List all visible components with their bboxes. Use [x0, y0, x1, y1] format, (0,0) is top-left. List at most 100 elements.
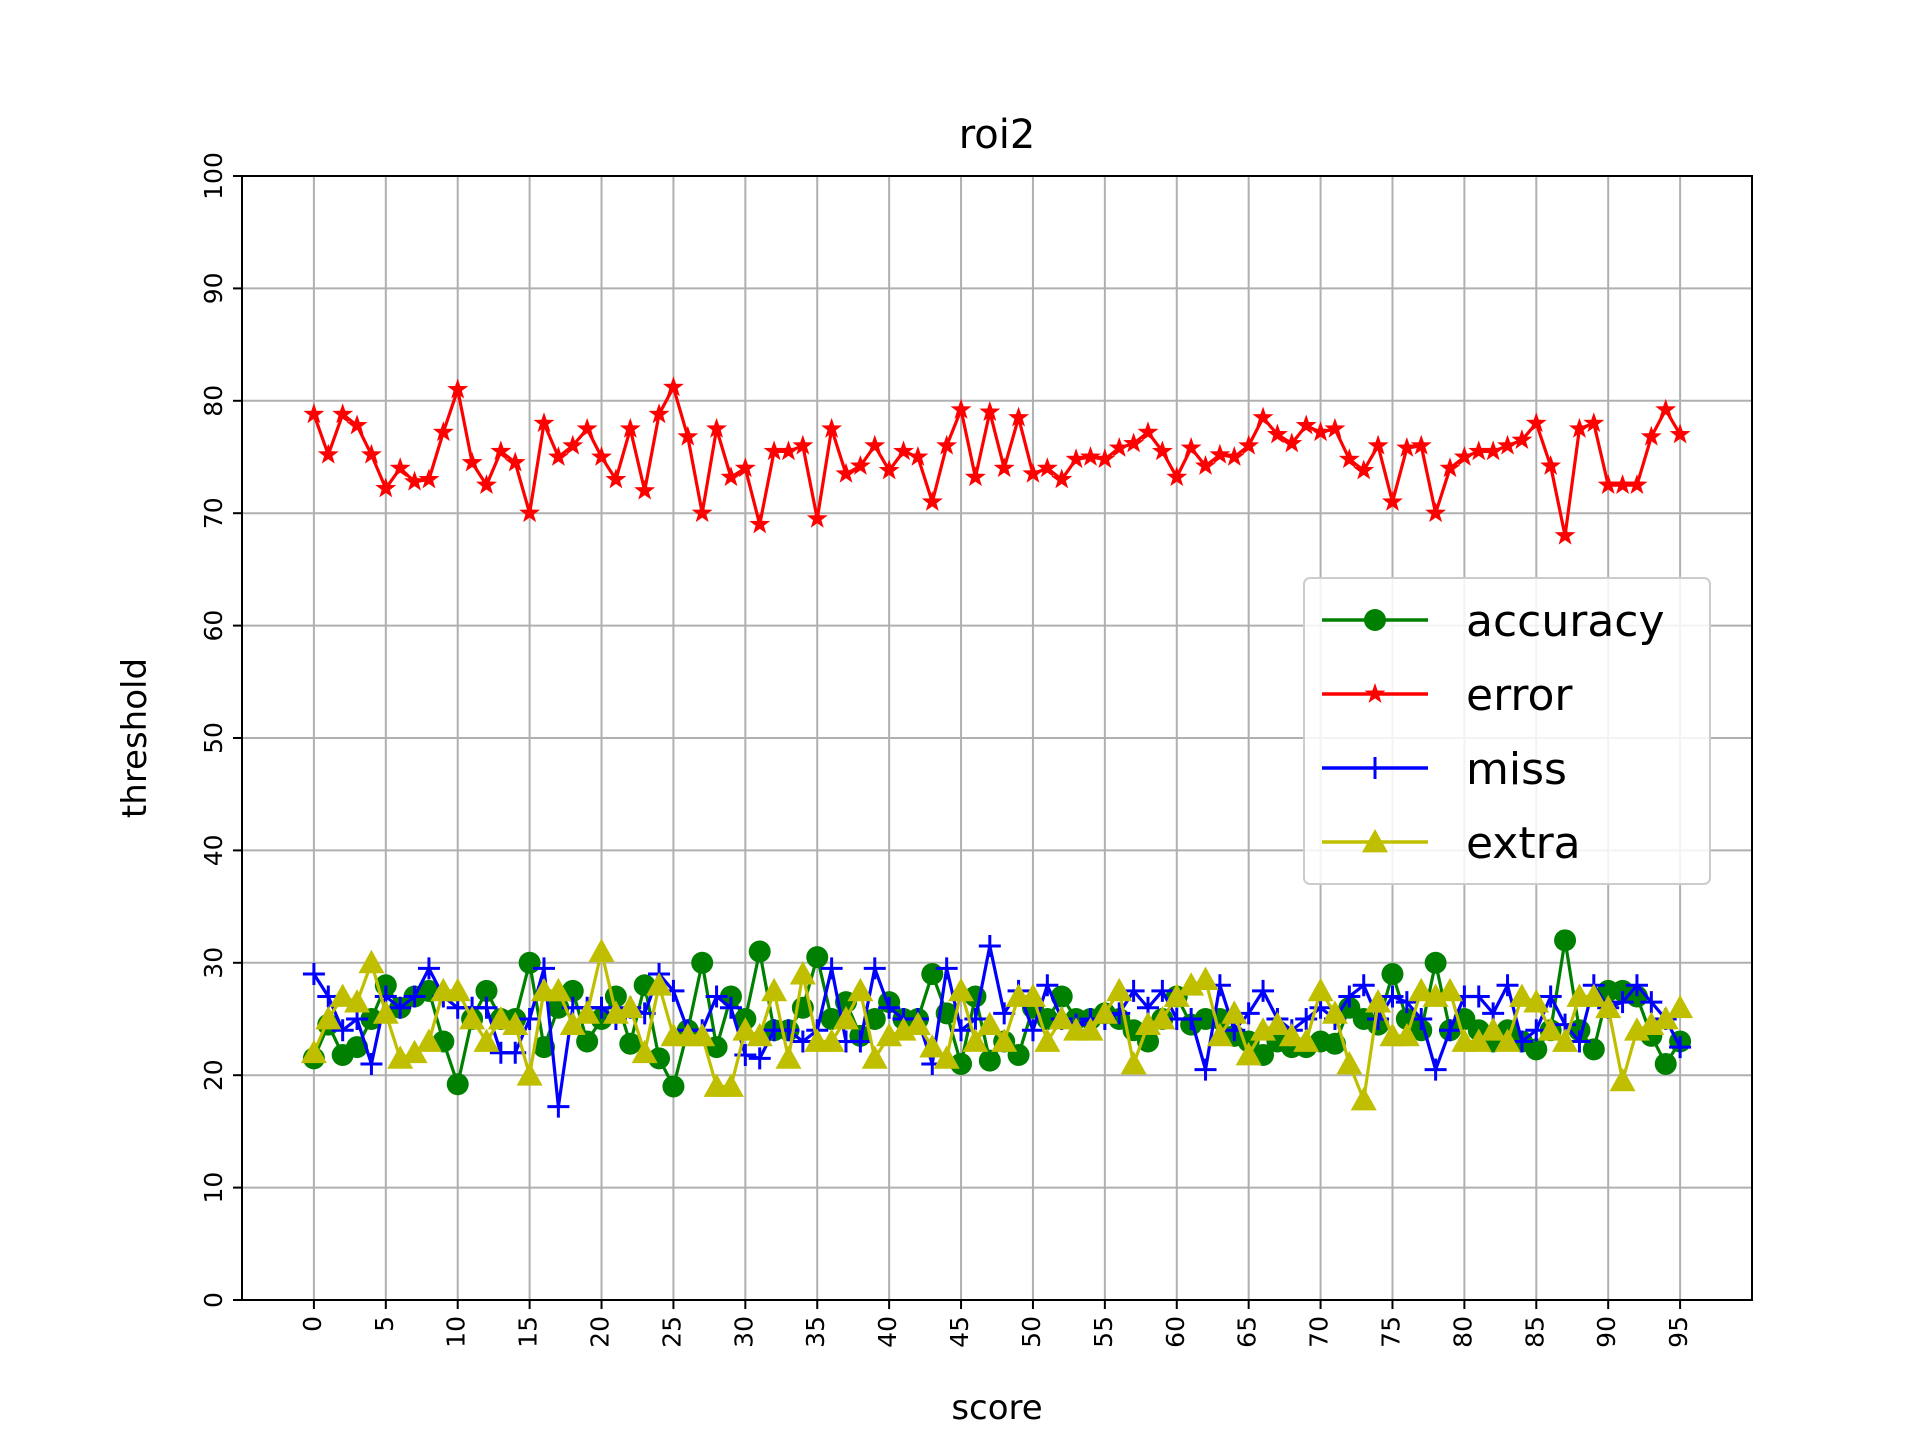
error-point: [1497, 434, 1518, 455]
error-point: [1338, 448, 1360, 469]
error-point: [821, 417, 843, 438]
extra-point: [545, 977, 572, 1002]
extra-point: [1048, 1006, 1075, 1030]
accuracy-point: [576, 1030, 599, 1053]
x-tick-label: 95: [1664, 1316, 1693, 1348]
error-point: [346, 414, 368, 435]
miss-point: [1539, 985, 1562, 1008]
extra-point: [646, 972, 673, 996]
error-point: [950, 398, 972, 419]
error-point: [1094, 448, 1116, 469]
extra-point: [976, 1011, 1003, 1036]
error-point: [533, 412, 555, 433]
x-tick-label: 10: [442, 1316, 471, 1348]
accuracy-point: [475, 979, 498, 1002]
error-point: [1482, 440, 1504, 461]
miss-point: [417, 957, 440, 980]
extra-point: [1365, 989, 1392, 1013]
error-point: [1511, 429, 1533, 450]
miss-point: [1424, 1058, 1447, 1081]
accuracy-point: [1654, 1052, 1677, 1075]
error-point: [662, 376, 684, 397]
extra-point: [1580, 983, 1607, 1007]
extra-point: [761, 977, 788, 1002]
miss-point: [1640, 991, 1663, 1014]
accuracy-point: [950, 1052, 973, 1075]
miss-point: [475, 996, 498, 1019]
error-point: [1525, 412, 1547, 433]
legend-swatch-marker: [1364, 683, 1386, 703]
extra-point: [991, 1028, 1018, 1052]
extra-point: [1667, 994, 1694, 1019]
extra-point: [775, 1045, 802, 1069]
extra-point: [1552, 1028, 1579, 1052]
accuracy-point: [446, 1073, 469, 1096]
accuracy-point: [648, 1047, 671, 1070]
miss-point: [1496, 974, 1519, 997]
accuracy-point: [863, 1008, 886, 1030]
x-tick-label: 60: [1161, 1316, 1190, 1348]
accuracy-point: [806, 946, 829, 969]
miss-point: [1036, 974, 1059, 997]
extra-point: [948, 977, 975, 1002]
error-point: [317, 443, 339, 464]
extra-point: [689, 1022, 716, 1047]
legend-swatch-marker: [1364, 609, 1386, 631]
extra-point: [1221, 1000, 1248, 1024]
miss-line: [312, 944, 1682, 1109]
legend-label: extra: [1466, 818, 1581, 869]
error-point: [519, 502, 541, 523]
miss-point: [533, 957, 555, 980]
extra-point: [1465, 1028, 1492, 1052]
extra-point: [789, 961, 816, 985]
x-tick-label: 55: [1089, 1316, 1118, 1348]
extra-point: [1523, 989, 1550, 1013]
extra-point: [1321, 1000, 1348, 1024]
extra-point: [732, 1017, 759, 1041]
y-tick-label: 70: [199, 497, 228, 529]
error-point: [849, 454, 871, 475]
legend-label: error: [1466, 670, 1573, 721]
extra-point: [1437, 977, 1463, 1002]
extra-point: [1393, 1022, 1420, 1047]
error-point: [1051, 468, 1073, 489]
error-point: [1597, 474, 1619, 494]
y-tick-label: 100: [199, 152, 228, 200]
error-point: [476, 474, 497, 494]
legend-entry-extra: extra: [1322, 818, 1581, 869]
x-tick-label: 50: [1017, 1316, 1046, 1348]
extra-point: [1019, 983, 1046, 1007]
error-point: [1008, 406, 1030, 427]
extra-point: [1336, 1050, 1363, 1075]
legend-label: miss: [1466, 744, 1567, 795]
error-point: [375, 477, 397, 498]
miss-point: [820, 957, 843, 980]
error-point: [1583, 412, 1605, 433]
error-point: [1396, 437, 1418, 457]
accuracy-point: [921, 963, 944, 986]
error-point: [1022, 462, 1044, 483]
legend-entry-accuracy: accuracy: [1322, 596, 1665, 647]
error-point: [964, 466, 986, 487]
error-point: [1166, 466, 1188, 487]
error-point: [1180, 437, 1202, 457]
error-point: [1238, 434, 1260, 455]
error-point: [404, 470, 426, 491]
accuracy-point: [1424, 951, 1447, 974]
error-point: [792, 434, 814, 455]
miss-point: [1439, 1019, 1461, 1042]
error-point: [1540, 454, 1562, 475]
error-point: [691, 502, 713, 523]
extra-point: [300, 1039, 327, 1064]
error-point: [936, 434, 958, 455]
error-point: [1655, 398, 1677, 419]
miss-point: [403, 985, 426, 1008]
miss-point: [360, 1052, 383, 1075]
error-point: [504, 451, 526, 472]
x-tick-label: 25: [657, 1316, 686, 1348]
error-point: [1080, 446, 1101, 466]
extra-point: [833, 1006, 859, 1030]
error-point: [1310, 421, 1332, 442]
accuracy-point: [619, 1032, 642, 1055]
